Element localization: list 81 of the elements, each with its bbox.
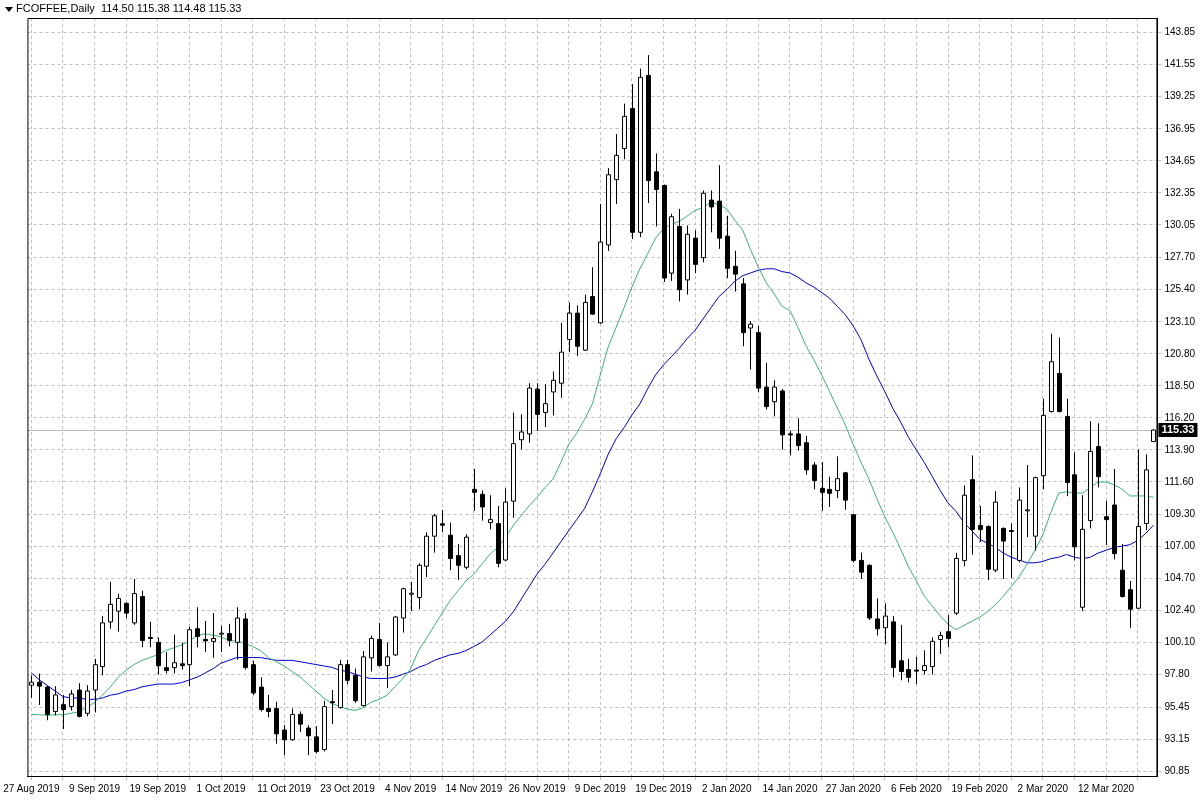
candlestick bbox=[1009, 523, 1014, 579]
candlestick bbox=[922, 649, 927, 675]
candlestick bbox=[456, 543, 461, 581]
y-tick-label: 118.50 bbox=[1164, 379, 1195, 391]
candlestick bbox=[432, 513, 437, 554]
candlestick bbox=[543, 383, 548, 428]
candlestick bbox=[496, 505, 501, 568]
y-tick-label: 109.30 bbox=[1164, 507, 1196, 519]
x-tick-label: 2 Mar 2020 bbox=[1017, 782, 1069, 794]
candlestick bbox=[148, 621, 153, 648]
x-tick-label: 23 Oct 2019 bbox=[320, 782, 376, 794]
candlestick bbox=[266, 694, 271, 718]
x-tick-label: 9 Dec 2019 bbox=[574, 782, 627, 794]
y-tick-label: 134.65 bbox=[1164, 154, 1196, 166]
y-tick-label: 95.45 bbox=[1164, 700, 1190, 712]
y-tick-label: 90.85 bbox=[1164, 764, 1190, 776]
y-tick-label: 127.70 bbox=[1164, 251, 1196, 263]
y-tick-label: 107.00 bbox=[1164, 539, 1196, 551]
candlestick bbox=[140, 590, 145, 648]
candlestick bbox=[899, 624, 904, 681]
x-tick-label: 27 Aug 2019 bbox=[3, 782, 60, 794]
candlestick bbox=[345, 659, 350, 685]
candlestick bbox=[630, 83, 635, 240]
x-tick-label: 27 Jan 2020 bbox=[825, 782, 882, 794]
y-tick-label: 139.25 bbox=[1164, 90, 1196, 102]
chart-title: FCOFFEE,Daily 114.50 115.38 114.48 115.33 bbox=[16, 2, 242, 14]
candlestick bbox=[1033, 476, 1038, 552]
y-tick-label: 125.40 bbox=[1164, 283, 1196, 295]
y-tick-label: 132.35 bbox=[1164, 186, 1196, 198]
candlestick bbox=[93, 658, 98, 713]
candlestick bbox=[227, 623, 232, 647]
candlestick bbox=[1049, 333, 1054, 413]
y-tick-label: 143.85 bbox=[1164, 26, 1196, 38]
y-tick-label: 113.90 bbox=[1164, 443, 1195, 455]
candlestick bbox=[53, 685, 58, 716]
y-tick-label: 97.80 bbox=[1164, 668, 1190, 680]
y-tick-label: 104.70 bbox=[1164, 571, 1196, 583]
y-tick-label: 141.55 bbox=[1164, 58, 1196, 70]
x-tick-label: 14 Jan 2020 bbox=[762, 782, 818, 794]
candlestick bbox=[835, 455, 840, 499]
y-tick-label: 130.05 bbox=[1164, 218, 1196, 230]
x-tick-label: 1 Oct 2019 bbox=[196, 782, 246, 794]
y-tick-label: 120.80 bbox=[1164, 347, 1196, 359]
y-tick-label: 136.95 bbox=[1164, 122, 1196, 134]
candlestick bbox=[843, 471, 848, 511]
y-tick-label: 100.10 bbox=[1164, 635, 1196, 647]
candlestick bbox=[440, 509, 445, 533]
x-tick-label: 19 Dec 2019 bbox=[635, 782, 693, 794]
candlestick bbox=[906, 658, 911, 683]
candlestick bbox=[1128, 580, 1133, 629]
candlestick bbox=[590, 266, 595, 316]
y-tick-label: 93.15 bbox=[1164, 732, 1190, 744]
x-tick-label: 4 Nov 2019 bbox=[385, 782, 437, 794]
x-tick-label: 19 Sep 2019 bbox=[129, 782, 187, 794]
x-tick-label: 12 Mar 2020 bbox=[1077, 782, 1135, 794]
candlestick bbox=[946, 614, 951, 648]
candlestick bbox=[511, 411, 516, 519]
x-tick-label: 6 Feb 2020 bbox=[891, 782, 943, 794]
candlestick bbox=[116, 593, 121, 633]
y-tick-label: 116.20 bbox=[1164, 411, 1195, 423]
candlestick bbox=[314, 725, 319, 754]
y-tick-label: 102.40 bbox=[1164, 603, 1196, 615]
ref-line-label: 115.33 bbox=[1161, 423, 1195, 436]
candlestick bbox=[1144, 453, 1149, 531]
candlestick bbox=[851, 513, 856, 563]
x-tick-label: 11 Oct 2019 bbox=[257, 782, 312, 794]
candlestick bbox=[938, 631, 943, 655]
candlestick bbox=[954, 552, 959, 616]
y-tick-label: 123.10 bbox=[1164, 315, 1196, 327]
candlestick bbox=[164, 651, 169, 674]
x-tick-label: 14 Nov 2019 bbox=[445, 782, 503, 794]
candlestick bbox=[654, 152, 659, 227]
y-tick-label: 111.60 bbox=[1164, 475, 1194, 487]
candlestick bbox=[756, 325, 761, 393]
candlestick bbox=[195, 606, 200, 648]
x-tick-label: 2 Jan 2020 bbox=[702, 782, 752, 794]
candlestick bbox=[970, 454, 975, 556]
candlestick bbox=[669, 213, 674, 282]
x-tick-label: 26 Nov 2019 bbox=[508, 782, 566, 794]
x-tick-label: 19 Feb 2020 bbox=[951, 782, 1009, 794]
x-tick-label: 9 Sep 2019 bbox=[69, 782, 121, 794]
